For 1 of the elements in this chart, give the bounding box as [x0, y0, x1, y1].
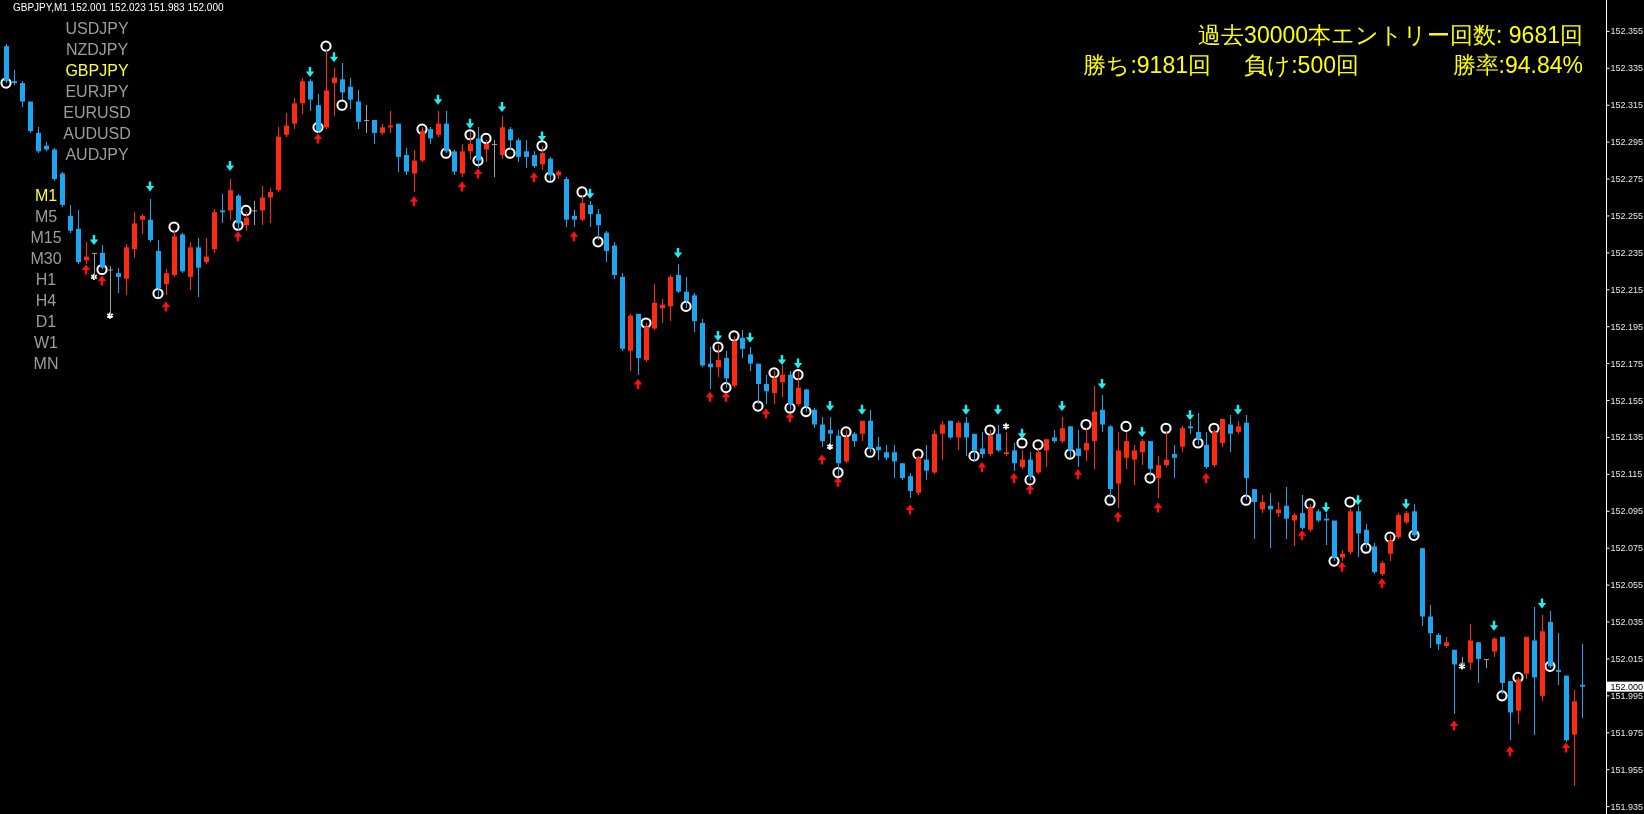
title: GBPJPY,M1 152.001 152.023 151.983 152.000: [13, 2, 224, 13]
